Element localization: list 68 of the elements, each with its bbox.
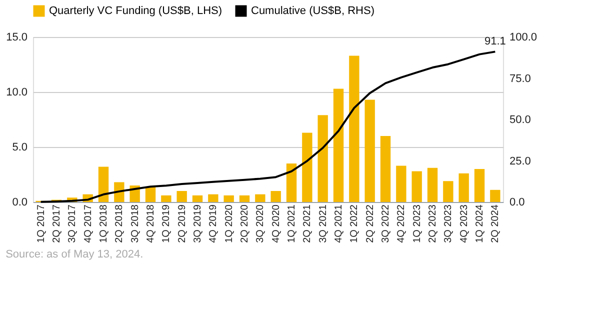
x-tick-label: 1Q 2023 [412,204,423,243]
bar [255,194,266,202]
line-series [40,50,496,203]
x-tick-label: 3Q 2023 [443,204,454,243]
y-tick-label: 10.0 [6,86,28,98]
x-tick-label: 2Q 2020 [240,204,250,243]
bar [412,171,422,202]
y2-tick-label: 75.0 [510,72,531,85]
bar [239,195,250,202]
bar [192,195,203,202]
x-tick-label: 1Q 2021 [286,204,298,243]
y2-tick-label: 0.0 [510,196,525,208]
x-tick-label: 1Q 2022 [349,204,360,243]
bar [161,195,172,202]
x-tick-label: 3Q 2017 [67,204,78,243]
bar [98,166,109,202]
bar [349,56,360,202]
legend-label: Quarterly VC Funding (US$B, LHS) [49,5,222,17]
y2-tick-label: 25.0 [510,155,531,168]
bar [474,169,485,202]
x-tick-label: 1Q 2024 [474,204,486,243]
x-tick-label: 3Q 2021 [318,204,329,243]
bar [302,132,312,202]
bar [490,190,500,202]
bar [396,166,406,202]
x-tick-label: 4Q 2017 [82,204,94,243]
y-tick-label: 0.0 [12,196,28,208]
x-tick-label: 2Q 2022 [364,204,376,243]
bar [443,181,454,202]
bar [145,186,156,202]
x-tick-label: 4Q 2021 [334,204,344,243]
x-tick-label: 2Q 2023 [428,204,438,243]
y-tick-label: 5.0 [12,142,28,154]
x-tick-label: 4Q 2018 [146,204,156,243]
bar [427,168,438,202]
bar [458,173,469,202]
x-tick-label: 1Q 2018 [98,204,110,243]
x-tick-label: 2Q 2024 [490,204,502,243]
x-tick-label: 1Q 2019 [161,204,172,243]
bar [286,164,297,202]
x-tick-label: 4Q 2023 [458,204,470,243]
x-tick-label: 1Q 2017 [36,204,47,243]
x-tick-label: 3Q 2019 [192,204,204,243]
x-tick-label: 2Q 2021 [302,204,314,243]
x-tick-label: 4Q 2019 [208,204,220,243]
bar [224,195,234,202]
x-tick-label: 4Q 2020 [270,204,282,243]
x-tick-label: 3Q 2018 [130,204,141,243]
bar [364,100,375,202]
x-tick-label: 3Q 2020 [255,204,266,243]
x-tick-label: 3Q 2022 [380,204,392,243]
bar [176,191,187,202]
x-tick-label: 2Q 2019 [176,204,188,243]
x-tick-label: 2Q 2018 [114,204,126,243]
bar [270,191,281,202]
bar [380,136,391,202]
bar [333,88,344,202]
y-tick-label: 15.0 [6,32,28,44]
x-tick-label: 2Q 2017 [52,204,62,243]
bar [318,115,328,202]
y2-tick-label: 50.0 [510,114,531,126]
y2-tick-label: 100.0 [510,32,538,44]
x-tick-label: 1Q 2020 [224,204,235,243]
data-label: 91.1 [484,36,506,48]
legend-label: Cumulative (US$B, RHS) [251,5,374,17]
source-note: Source: as of May 13, 2024. [6,248,144,260]
bar [208,194,218,202]
x-tick-label: 4Q 2022 [396,204,408,243]
